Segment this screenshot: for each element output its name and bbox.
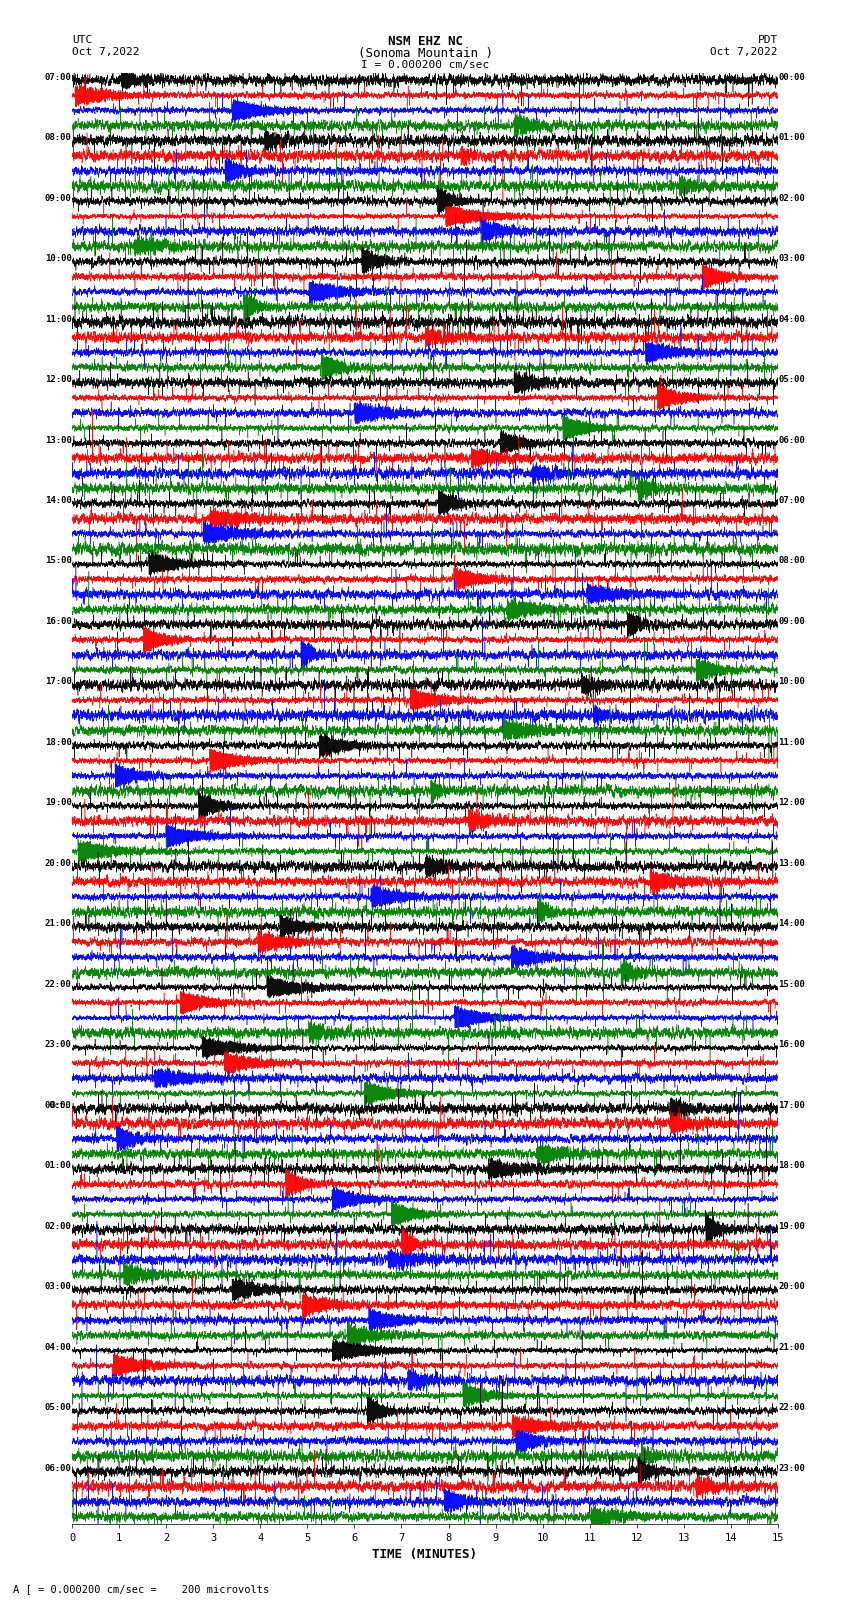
Text: UTC: UTC	[72, 35, 93, 45]
Text: 19:00: 19:00	[779, 1223, 805, 1231]
Text: 17:00: 17:00	[45, 677, 71, 687]
Text: 14:00: 14:00	[779, 919, 805, 929]
Text: 12:00: 12:00	[779, 798, 805, 808]
Text: 21:00: 21:00	[779, 1342, 805, 1352]
Text: 09:00: 09:00	[45, 194, 71, 203]
Text: 01:00: 01:00	[779, 134, 805, 142]
Text: 02:00: 02:00	[45, 1223, 71, 1231]
Text: 20:00: 20:00	[45, 858, 71, 868]
Text: 14:00: 14:00	[45, 497, 71, 505]
Text: 22:00: 22:00	[779, 1403, 805, 1413]
Text: 20:00: 20:00	[779, 1282, 805, 1292]
Text: 04:00: 04:00	[779, 315, 805, 324]
Text: 06:00: 06:00	[779, 436, 805, 445]
Text: 18:00: 18:00	[779, 1161, 805, 1171]
Text: 17:00: 17:00	[779, 1100, 805, 1110]
Text: 23:00: 23:00	[779, 1465, 805, 1473]
Text: A [ = 0.000200 cm/sec =    200 microvolts: A [ = 0.000200 cm/sec = 200 microvolts	[13, 1584, 269, 1594]
Text: Oct 7,2022: Oct 7,2022	[711, 47, 778, 56]
Text: Oct 7,2022: Oct 7,2022	[72, 47, 139, 56]
Text: 06:00: 06:00	[45, 1465, 71, 1473]
Text: 16:00: 16:00	[45, 618, 71, 626]
Text: 13:00: 13:00	[45, 436, 71, 445]
Text: 07:00: 07:00	[779, 497, 805, 505]
Text: 07:00: 07:00	[45, 73, 71, 82]
Text: 21:00: 21:00	[45, 919, 71, 929]
Text: 11:00: 11:00	[45, 315, 71, 324]
Text: 08:00: 08:00	[45, 134, 71, 142]
Text: 10:00: 10:00	[779, 677, 805, 687]
Text: 12:00: 12:00	[45, 376, 71, 384]
Text: 03:00: 03:00	[779, 255, 805, 263]
Text: 09:00: 09:00	[779, 618, 805, 626]
Text: 08:00: 08:00	[779, 556, 805, 566]
Text: 00:00: 00:00	[45, 1100, 71, 1110]
Text: 11:00: 11:00	[779, 739, 805, 747]
Text: 15:00: 15:00	[779, 979, 805, 989]
Text: 13:00: 13:00	[779, 858, 805, 868]
Text: 04:00: 04:00	[45, 1342, 71, 1352]
Text: Oct.: Oct.	[50, 1100, 69, 1110]
Text: 19:00: 19:00	[45, 798, 71, 808]
Text: PDT: PDT	[757, 35, 778, 45]
Text: 05:00: 05:00	[45, 1403, 71, 1413]
Text: 23:00: 23:00	[45, 1040, 71, 1050]
Text: 15:00: 15:00	[45, 556, 71, 566]
Text: 16:00: 16:00	[779, 1040, 805, 1050]
Text: 10:00: 10:00	[45, 255, 71, 263]
Text: I = 0.000200 cm/sec: I = 0.000200 cm/sec	[361, 60, 489, 69]
Text: NSM EHZ NC: NSM EHZ NC	[388, 35, 462, 48]
Text: 18:00: 18:00	[45, 739, 71, 747]
Text: TIME (MINUTES): TIME (MINUTES)	[372, 1548, 478, 1561]
Text: 05:00: 05:00	[779, 376, 805, 384]
Text: 00:00: 00:00	[779, 73, 805, 82]
Text: 02:00: 02:00	[779, 194, 805, 203]
Text: 22:00: 22:00	[45, 979, 71, 989]
Text: 01:00: 01:00	[45, 1161, 71, 1171]
Text: 03:00: 03:00	[45, 1282, 71, 1292]
Text: (Sonoma Mountain ): (Sonoma Mountain )	[358, 47, 492, 60]
